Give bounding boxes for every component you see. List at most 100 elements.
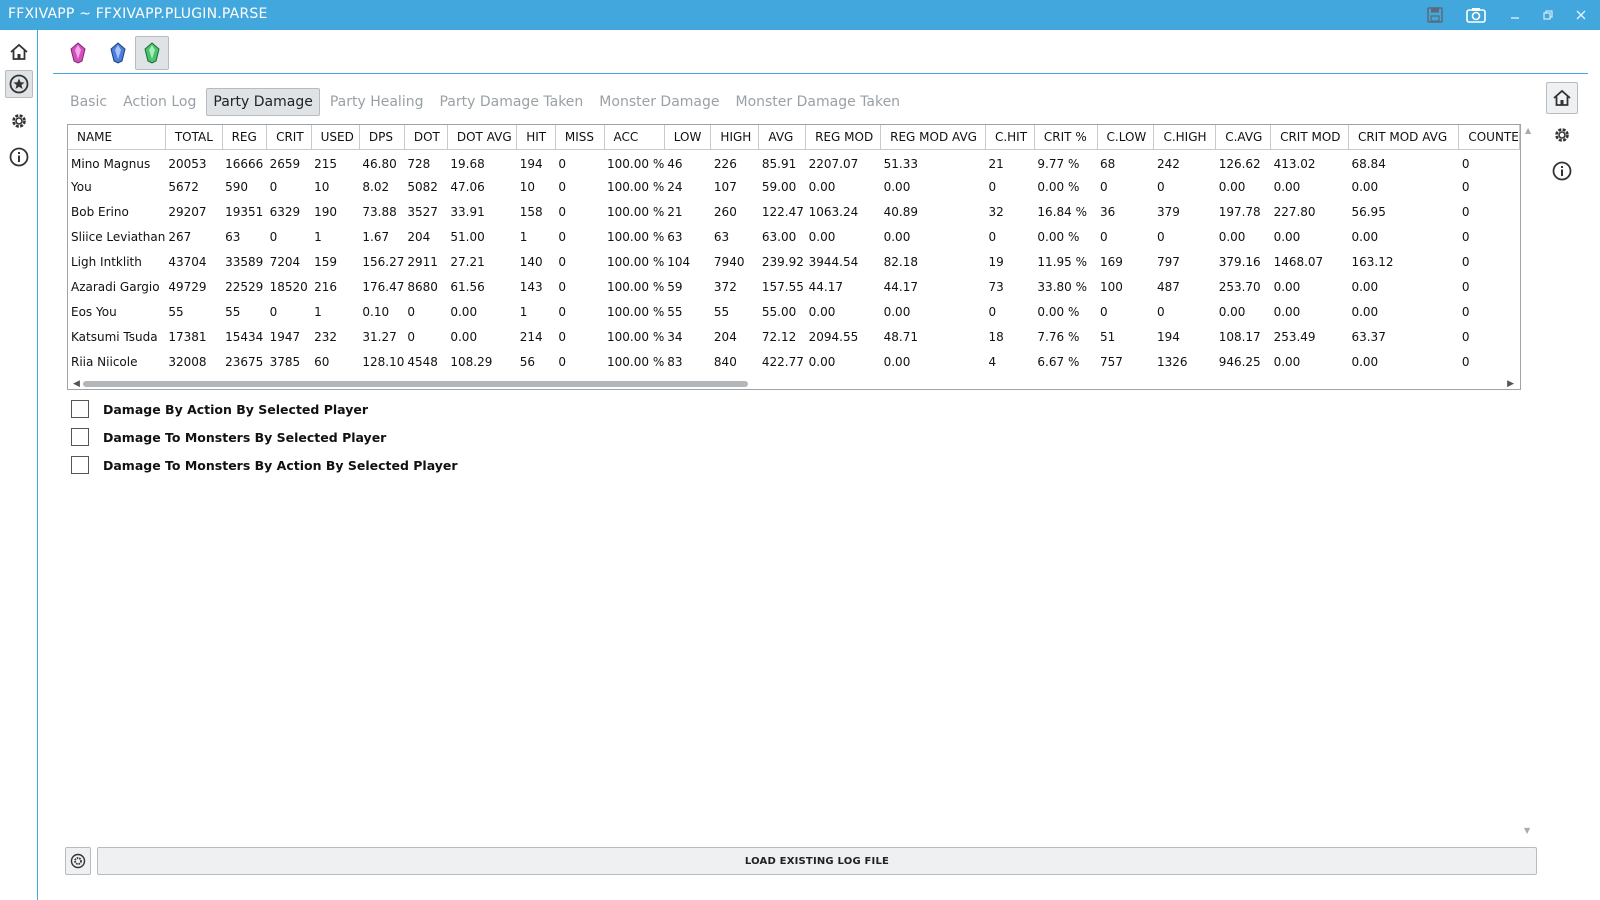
table-cell: 126.62 xyxy=(1218,156,1261,171)
green-crystal-icon[interactable] xyxy=(135,36,169,70)
column-header[interactable]: CRIT MOD AVG xyxy=(1348,125,1460,150)
table-cell: 31.27 xyxy=(362,329,397,344)
table-cell: 33589 xyxy=(225,254,264,269)
table-cell: 0.00 xyxy=(883,354,911,369)
pink-crystal-icon[interactable] xyxy=(61,36,95,70)
table-cell: 2207.07 xyxy=(808,156,859,171)
table-header-row: NAME TOTAL REG CRIT USED DPS DOT DOT AVG HIT MISS… xyxy=(68,125,1520,150)
table-cell: 18 xyxy=(988,329,1004,344)
info-icon[interactable] xyxy=(1552,161,1572,185)
restore-icon[interactable] xyxy=(1537,5,1559,25)
table-cell: 0 xyxy=(558,354,567,369)
table-cell: 0 xyxy=(988,179,997,194)
table-cell: 0.00 xyxy=(808,179,836,194)
table-cell: Mino Magnus xyxy=(71,156,151,171)
table-cell: 0.00 xyxy=(1351,229,1379,244)
scrollbar-thumb[interactable] xyxy=(83,381,748,387)
column-header[interactable]: AVG xyxy=(758,125,807,150)
scroll-left-arrow-icon[interactable]: ◀ xyxy=(73,379,80,389)
tab-party-healing[interactable]: Party Healing xyxy=(329,94,424,110)
tab-monster-damage[interactable]: Monster Damage xyxy=(599,94,720,110)
load-log-file-button[interactable]: LOAD EXISTING LOG FILE xyxy=(97,847,1537,875)
checkbox-row-damage-by-action[interactable]: Damage By Action By Selected Player xyxy=(71,395,458,423)
damage-by-action-checkbox[interactable] xyxy=(71,400,89,418)
table-cell: 0 xyxy=(558,329,567,344)
column-header[interactable]: REG MOD AVG xyxy=(880,125,986,150)
column-header[interactable]: CRIT xyxy=(266,125,312,150)
scroll-down-arrow-icon[interactable]: ▼ xyxy=(1524,826,1531,835)
star-icon[interactable] xyxy=(5,70,33,98)
table-row[interactable]: Mino Magnus 20053 16666 2659 215 46.80 728 19.6… xyxy=(68,149,1520,174)
info-icon[interactable] xyxy=(5,143,33,171)
column-header[interactable]: C.HIT xyxy=(985,125,1035,150)
column-header[interactable]: DOT xyxy=(404,125,448,150)
table-row[interactable]: Azaradi Gargio 49729 22529 18520 216 176.47 86… xyxy=(68,274,1520,299)
column-header[interactable]: LOW xyxy=(664,125,712,150)
column-header[interactable]: C.HIGH xyxy=(1153,125,1217,150)
table-cell: 239.92 xyxy=(761,254,804,269)
column-header[interactable]: COUNTE xyxy=(1458,125,1520,150)
table-cell: 0.00 xyxy=(1218,304,1246,319)
save-icon[interactable] xyxy=(1424,5,1446,25)
column-header[interactable]: HIT xyxy=(516,125,556,150)
horizontal-scrollbar[interactable]: ◀ ▶ xyxy=(68,379,1520,389)
damage-to-monsters-checkbox[interactable] xyxy=(71,428,89,446)
column-header[interactable]: TOTAL xyxy=(165,125,223,150)
scroll-up-arrow-icon[interactable]: ▲ xyxy=(1525,126,1532,135)
table-cell: 1063.24 xyxy=(808,204,859,219)
table-cell: 100 xyxy=(1100,279,1123,294)
table-cell: 0 xyxy=(1100,179,1108,194)
column-header[interactable]: C.LOW xyxy=(1097,125,1155,150)
gear-icon[interactable] xyxy=(5,107,33,135)
table-cell: 0.00 xyxy=(883,229,911,244)
settings-round-icon[interactable] xyxy=(65,847,91,875)
column-header[interactable]: DOT AVG xyxy=(447,125,518,150)
tab-party-damage[interactable]: Party Damage xyxy=(206,88,320,116)
tab-basic[interactable]: Basic xyxy=(70,94,108,110)
scroll-right-arrow-icon[interactable]: ▶ xyxy=(1507,379,1514,389)
tab-party-damage-taken[interactable]: Party Damage Taken xyxy=(439,94,584,110)
column-header[interactable]: REG MOD xyxy=(805,125,882,150)
table-row[interactable]: You 5672 590 0 10 8.02 5082 47.06 10 0 100.00 % 24 1… xyxy=(68,174,1520,199)
camera-icon[interactable] xyxy=(1465,5,1487,25)
table-cell: 63 xyxy=(225,229,241,244)
damage-to-monsters-by-action-checkbox[interactable] xyxy=(71,456,89,474)
minimize-icon[interactable] xyxy=(1504,5,1526,25)
column-header[interactable]: DPS xyxy=(359,125,405,150)
table-cell: 267 xyxy=(168,229,192,244)
table-cell: 44.17 xyxy=(883,279,918,294)
tab-monster-damage-taken[interactable]: Monster Damage Taken xyxy=(735,94,901,110)
home-icon[interactable] xyxy=(5,38,33,66)
column-header[interactable]: ACC xyxy=(604,125,665,150)
table-cell: 6.67 % xyxy=(1037,354,1080,369)
checkbox-row-damage-to-monsters-by-action[interactable]: Damage To Monsters By Action By Selected… xyxy=(71,451,458,479)
column-header[interactable]: USED xyxy=(311,125,360,150)
gear-icon[interactable] xyxy=(1552,125,1572,149)
close-icon[interactable] xyxy=(1570,5,1592,25)
table-row[interactable]: Sliice Leviathan 267 63 0 1 1.67 204 51.00 1 0 100… xyxy=(68,224,1520,249)
table-cell: 21 xyxy=(988,156,1004,171)
column-header[interactable]: CRIT % xyxy=(1034,125,1098,150)
table-cell: 55 xyxy=(713,304,730,319)
table-row[interactable]: Bob Erino 29207 19351 6329 190 73.88 3527 33.91… xyxy=(68,199,1520,224)
table-cell: 10 xyxy=(314,179,330,194)
blue-crystal-icon[interactable] xyxy=(101,36,135,70)
table-cell: 20053 xyxy=(168,156,207,171)
table-cell: 19351 xyxy=(225,204,264,219)
home-icon[interactable] xyxy=(1546,82,1578,114)
table-row[interactable]: Eos You 55 55 0 1 0.10 0 0.00 1 0 100.00 % 55 55 55.0… xyxy=(68,299,1520,324)
title-bar: FFXIVAPP ~ FFXIVAPP.PLUGIN.PARSE xyxy=(0,0,1600,30)
column-header[interactable]: CRIT MOD xyxy=(1270,125,1349,150)
column-header[interactable]: NAME xyxy=(68,125,166,150)
column-header[interactable]: REG xyxy=(222,125,268,150)
column-header[interactable]: C.AVG xyxy=(1215,125,1272,150)
table-row[interactable]: Katsumi Tsuda 17381 15434 1947 232 31.27 0 0.00… xyxy=(68,324,1520,349)
table-row[interactable]: Riia Niicole 32008 23675 3785 60 128.10 4548 10… xyxy=(68,349,1520,374)
column-header[interactable]: MISS xyxy=(555,125,605,150)
table-row[interactable]: Ligh Intklith 43704 33589 7204 159 156.27 2911… xyxy=(68,249,1520,274)
column-header[interactable]: HIGH xyxy=(710,125,760,150)
table-cell: 0.00 xyxy=(1273,229,1301,244)
table-cell: 32008 xyxy=(168,354,207,369)
tab-action-log[interactable]: Action Log xyxy=(123,94,197,110)
checkbox-row-damage-to-monsters[interactable]: Damage To Monsters By Selected Player xyxy=(71,423,458,451)
